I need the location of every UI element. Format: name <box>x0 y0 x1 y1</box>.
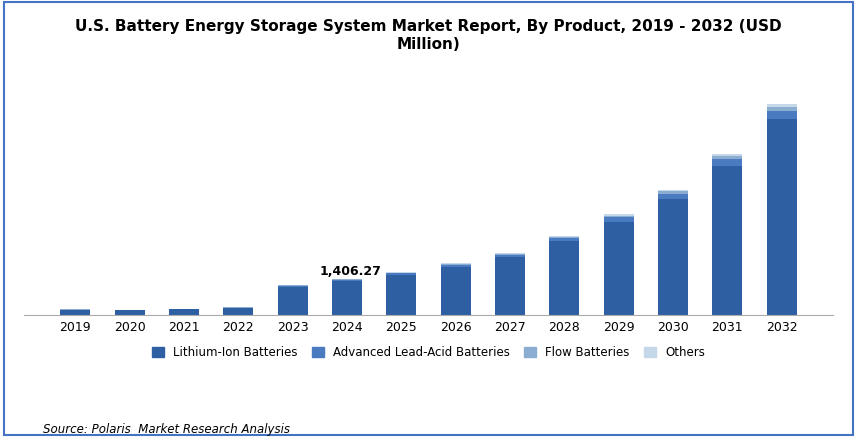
Bar <box>387 273 417 274</box>
Bar <box>549 241 579 315</box>
Bar <box>603 222 633 315</box>
Bar <box>767 111 797 119</box>
Bar <box>767 104 797 107</box>
Bar <box>495 255 525 257</box>
Bar <box>712 166 742 315</box>
Bar <box>495 257 525 315</box>
Bar <box>332 280 362 281</box>
Bar <box>658 191 688 194</box>
Bar <box>387 275 417 315</box>
Text: 1,406.27: 1,406.27 <box>320 264 381 277</box>
Title: U.S. Battery Energy Storage System Market Report, By Product, 2019 - 2032 (USD
M: U.S. Battery Energy Storage System Marke… <box>75 19 782 52</box>
Bar <box>549 236 579 238</box>
Bar <box>332 281 362 315</box>
Bar <box>440 267 470 315</box>
Bar <box>658 194 688 199</box>
Bar <box>387 274 417 275</box>
Bar <box>387 272 417 273</box>
Text: Source: Polaris  Market Research Analysis: Source: Polaris Market Research Analysis <box>43 423 290 436</box>
Bar <box>495 253 525 255</box>
Bar <box>440 265 470 267</box>
Bar <box>549 238 579 241</box>
Bar <box>658 199 688 315</box>
Bar <box>278 287 308 315</box>
Legend: Lithium-Ion Batteries, Advanced Lead-Acid Batteries, Flow Batteries, Others: Lithium-Ion Batteries, Advanced Lead-Aci… <box>147 342 710 364</box>
Bar <box>440 264 470 265</box>
Bar <box>224 308 254 315</box>
Bar <box>712 159 742 166</box>
Bar <box>60 310 90 315</box>
Bar <box>767 107 797 111</box>
Bar <box>603 215 633 218</box>
Bar <box>603 218 633 222</box>
Bar <box>278 286 308 287</box>
Bar <box>658 190 688 191</box>
Bar <box>332 279 362 280</box>
Bar <box>115 310 145 315</box>
Bar <box>169 309 199 315</box>
Bar <box>712 154 742 156</box>
Bar <box>712 156 742 159</box>
Bar <box>440 263 470 264</box>
Bar <box>767 119 797 315</box>
Bar <box>278 285 308 286</box>
